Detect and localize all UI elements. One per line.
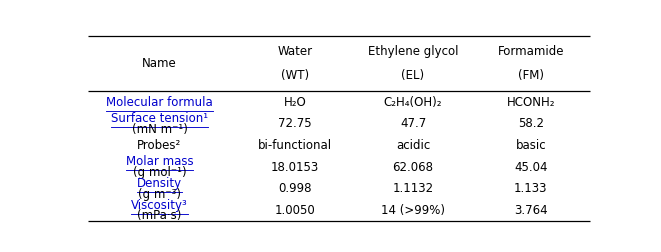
Text: 62.068: 62.068 [393, 161, 434, 174]
Text: (FM): (FM) [518, 69, 544, 82]
Text: (mN m⁻¹): (mN m⁻¹) [132, 123, 188, 136]
Text: acidic: acidic [396, 139, 430, 152]
Text: (EL): (EL) [401, 69, 424, 82]
Text: Surface tension¹: Surface tension¹ [111, 112, 208, 125]
Text: 72.75: 72.75 [278, 117, 312, 130]
Text: bi-functional: bi-functional [258, 139, 332, 152]
Text: H₂O: H₂O [284, 96, 307, 109]
Text: 14 (>99%): 14 (>99%) [381, 204, 445, 217]
Text: Molar mass: Molar mass [126, 155, 193, 168]
Text: 3.764: 3.764 [514, 204, 548, 217]
Text: 45.04: 45.04 [514, 161, 547, 174]
Text: 47.7: 47.7 [400, 117, 426, 130]
Text: HCONH₂: HCONH₂ [506, 96, 555, 109]
Text: (WT): (WT) [281, 69, 309, 82]
Text: 0.998: 0.998 [278, 182, 312, 195]
Text: Molecular formula: Molecular formula [106, 96, 213, 109]
Text: Name: Name [142, 57, 177, 70]
Text: (g m⁻³): (g m⁻³) [138, 188, 181, 201]
Text: (g mol⁻¹): (g mol⁻¹) [133, 166, 186, 179]
Text: 58.2: 58.2 [518, 117, 544, 130]
Text: (mPa·s): (mPa·s) [137, 209, 182, 223]
Text: Probes²: Probes² [137, 139, 182, 152]
Text: basic: basic [516, 139, 546, 152]
Text: Water: Water [278, 45, 313, 58]
Text: Viscosity³: Viscosity³ [131, 199, 188, 212]
Text: Density: Density [137, 177, 182, 190]
Text: 1.1132: 1.1132 [393, 182, 434, 195]
Text: 1.0050: 1.0050 [275, 204, 315, 217]
Text: Formamide: Formamide [498, 45, 564, 58]
Text: Ethylene glycol: Ethylene glycol [368, 45, 458, 58]
Text: C₂H₄(OH)₂: C₂H₄(OH)₂ [384, 96, 442, 109]
Text: 1.133: 1.133 [514, 182, 547, 195]
Text: 18.0153: 18.0153 [271, 161, 319, 174]
